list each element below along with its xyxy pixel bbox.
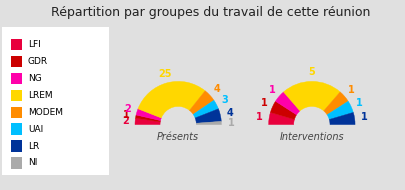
- Wedge shape: [196, 121, 222, 125]
- Wedge shape: [136, 115, 160, 122]
- Text: 3: 3: [222, 95, 228, 105]
- Bar: [11, 39, 22, 50]
- Wedge shape: [190, 91, 214, 114]
- Wedge shape: [195, 109, 221, 123]
- Text: NG: NG: [28, 74, 42, 83]
- Bar: [11, 157, 22, 169]
- Bar: [11, 107, 22, 118]
- Text: UAI: UAI: [28, 125, 43, 134]
- Wedge shape: [329, 112, 355, 125]
- Wedge shape: [193, 100, 218, 118]
- Wedge shape: [271, 101, 296, 120]
- Text: 1: 1: [348, 85, 355, 95]
- Text: 1: 1: [269, 85, 275, 95]
- Text: MODEM: MODEM: [28, 108, 63, 117]
- Bar: [11, 73, 22, 84]
- Text: 1: 1: [123, 110, 130, 120]
- Wedge shape: [269, 112, 294, 125]
- Text: LREM: LREM: [28, 91, 52, 100]
- Bar: [11, 124, 22, 135]
- Text: 2: 2: [122, 116, 129, 126]
- Text: LR: LR: [28, 142, 39, 150]
- Text: Présents: Présents: [157, 132, 199, 142]
- Text: Répartition par groupes du travail de cette réunion: Répartition par groupes du travail de ce…: [51, 6, 370, 19]
- Text: LFI: LFI: [28, 40, 40, 49]
- Wedge shape: [138, 81, 205, 118]
- Wedge shape: [135, 118, 160, 125]
- Wedge shape: [275, 92, 300, 115]
- FancyBboxPatch shape: [0, 24, 111, 179]
- Text: 1: 1: [356, 98, 363, 108]
- Wedge shape: [136, 109, 161, 120]
- Text: NI: NI: [28, 158, 37, 167]
- Wedge shape: [284, 81, 340, 111]
- Text: 4: 4: [226, 108, 233, 118]
- Text: 1: 1: [256, 112, 263, 122]
- Text: 1: 1: [360, 112, 367, 122]
- Wedge shape: [324, 92, 348, 115]
- Text: Interventions: Interventions: [279, 132, 344, 142]
- Wedge shape: [327, 101, 353, 120]
- Text: 4: 4: [213, 84, 220, 94]
- Text: 5: 5: [309, 67, 315, 77]
- Text: 1: 1: [260, 98, 267, 108]
- Text: GDR: GDR: [28, 57, 48, 66]
- Bar: [11, 140, 22, 152]
- Text: 25: 25: [158, 69, 171, 79]
- Text: 2: 2: [124, 104, 131, 114]
- Text: 1: 1: [228, 118, 234, 128]
- Bar: [11, 89, 22, 101]
- Bar: [11, 56, 22, 67]
